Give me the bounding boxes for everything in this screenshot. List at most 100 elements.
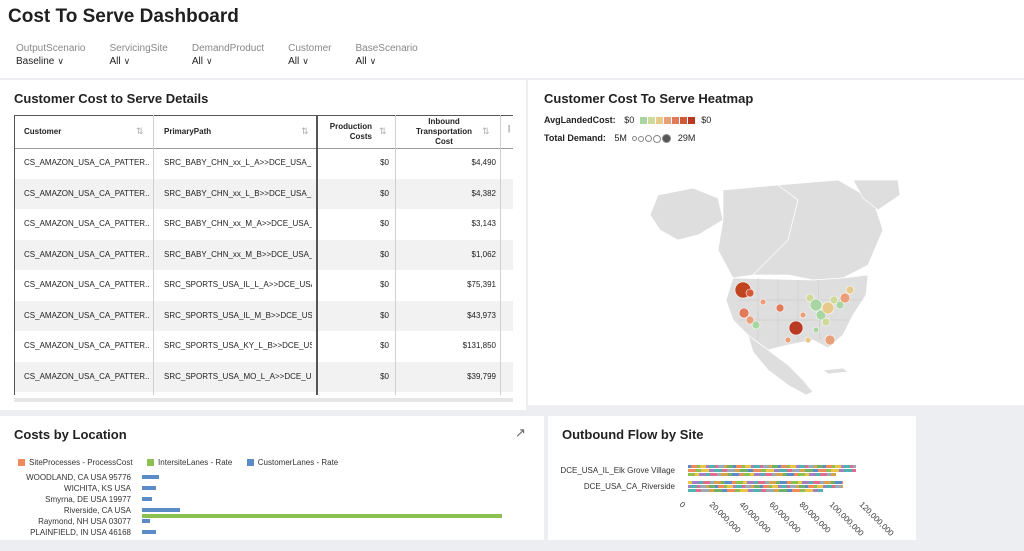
flow-segment[interactable] [709,465,715,468]
flow-segment[interactable] [747,481,754,484]
flow-segment[interactable] [765,473,772,476]
flow-segment[interactable] [695,473,699,476]
flow-segment[interactable] [733,465,736,468]
flow-segment[interactable] [805,485,808,488]
flow-segment[interactable] [743,473,750,476]
flow-segment[interactable] [688,473,695,476]
flow-segment[interactable] [831,469,839,472]
flow-segment[interactable] [701,469,709,472]
flow-segment[interactable] [823,465,826,468]
cost-bar[interactable] [142,497,152,501]
flow-segment[interactable] [733,485,736,488]
flow-segment[interactable] [787,469,792,472]
flow-segment[interactable] [766,469,774,472]
flow-segment[interactable] [700,485,706,488]
flow-segment[interactable] [772,465,778,468]
flow-segment[interactable] [792,469,800,472]
table-row[interactable]: CS_AMAZON_USA_CA_PATTER... SRC_SPORTS_USA… [14,331,513,361]
flow-segment[interactable] [745,485,751,488]
flow-segment[interactable] [813,469,818,472]
flow-segment[interactable] [753,489,761,492]
cost-bar[interactable] [142,508,180,512]
flow-segment[interactable] [735,489,740,492]
flow-segment[interactable] [776,481,780,484]
flow-segment[interactable] [753,469,761,472]
flow-segment[interactable] [826,469,831,472]
flow-segment[interactable] [717,473,721,476]
flow-segment[interactable] [760,465,763,468]
flow-segment[interactable] [814,465,817,468]
flow-segment[interactable] [809,473,816,476]
flow-segment[interactable] [800,489,805,492]
flow-segment[interactable] [710,473,717,476]
expand-icon[interactable]: ↗ [515,425,526,440]
flow-segment[interactable] [824,481,831,484]
flow-segment[interactable] [754,465,760,468]
col-header-customer[interactable]: Customer [24,127,62,136]
flow-segment[interactable] [728,473,732,476]
flow-segment[interactable] [727,489,735,492]
flow-segment[interactable] [844,469,852,472]
flow-segment[interactable] [703,481,710,484]
flow-segment[interactable] [692,481,699,484]
flow-segment[interactable] [761,473,765,476]
flow-segment[interactable] [791,481,798,484]
flow-segment[interactable] [688,469,696,472]
cost-bar[interactable] [142,486,156,490]
flow-segment[interactable] [787,465,790,468]
flow-segment[interactable] [787,481,791,484]
flow-segment[interactable] [697,485,700,488]
flow-segment[interactable] [740,469,748,472]
flow-segment[interactable] [781,485,787,488]
flow-segment[interactable] [818,469,826,472]
flow-segment[interactable] [769,465,772,468]
flow-segment[interactable] [799,485,805,488]
table-row[interactable]: CS_AMAZON_USA_CA_PATTER... SRC_BABY_CHN_x… [14,178,513,209]
flow-segment[interactable] [736,485,742,488]
flow-segment[interactable] [844,465,850,468]
flow-segment[interactable] [827,473,831,476]
col-header-inbound-cost[interactable]: Inbound Transportation Cost [415,117,472,146]
flow-segment[interactable] [787,473,794,476]
cost-bar[interactable] [142,530,156,534]
flow-segment[interactable] [805,473,809,476]
flow-segment[interactable] [842,481,843,484]
cost-bar[interactable] [142,519,150,523]
flow-segment[interactable] [850,465,853,468]
flow-segment[interactable] [715,485,718,488]
legend-item[interactable]: CustomerLanes - Rate [246,458,338,467]
flow-segment[interactable] [835,485,841,488]
flow-segment[interactable] [841,465,844,468]
flow-segment[interactable] [841,485,843,488]
flow-segment[interactable] [805,489,813,492]
flow-segment[interactable] [776,473,783,476]
legend-item[interactable]: SiteProcesses - ProcessCost [18,458,133,467]
flow-segment[interactable] [710,481,714,484]
flow-segment[interactable] [709,489,714,492]
sort-icon[interactable]: ⇅ [379,126,387,136]
flow-segment[interactable] [809,481,813,484]
flow-segment[interactable] [794,473,798,476]
flow-segment[interactable] [742,465,745,468]
flow-segment[interactable] [758,481,765,484]
flow-segment[interactable] [832,465,835,468]
flow-segment[interactable] [853,465,856,468]
flow-segment[interactable] [852,469,856,472]
table-row[interactable]: CS_AMAZON_USA_CA_PATTER... SRC_SPORTS_USA… [14,361,513,392]
filter-customer[interactable]: Customer All ∨ [288,43,331,67]
flow-segment[interactable] [799,465,805,468]
flow-segment[interactable] [722,489,727,492]
flow-segment[interactable] [761,489,766,492]
flow-segment[interactable] [790,485,796,488]
col-header-production-costs[interactable]: Production Costs [329,122,372,141]
flow-segment[interactable] [760,485,763,488]
table-row[interactable]: CS_AMAZON_USA_CA_PATTER... SRC_BABY_CHN_x… [14,239,513,270]
col-header-primary-path[interactable]: PrimaryPath [164,127,212,136]
flow-segment[interactable] [736,465,742,468]
flow-segment[interactable] [739,473,743,476]
flow-segment[interactable] [697,465,700,468]
flow-segment[interactable] [765,481,769,484]
flow-segment[interactable] [832,485,835,488]
filter-output-scenario[interactable]: OutputScenario Baseline ∨ [16,43,86,67]
flow-segment[interactable] [709,485,715,488]
